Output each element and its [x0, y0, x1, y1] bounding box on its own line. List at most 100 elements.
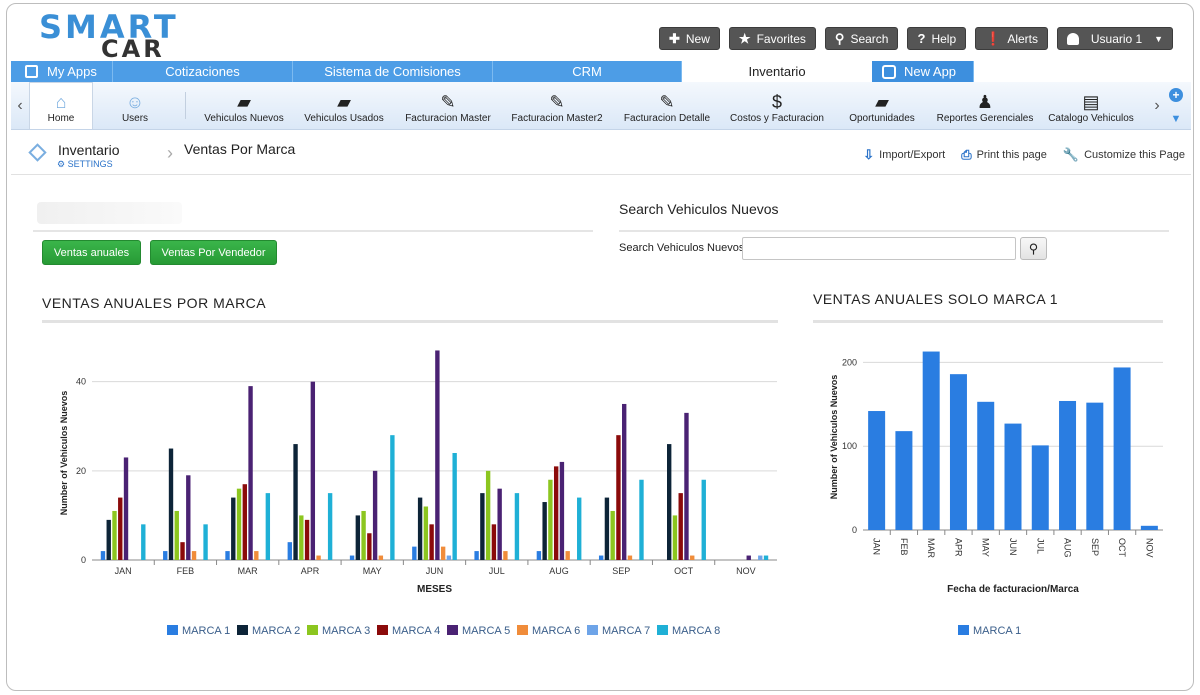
wrench-icon: 🔧 [1062, 147, 1080, 162]
toolbar-facturacion-detalle[interactable]: ✎ Facturacion Detalle [623, 92, 711, 124]
alert-icon: ❗ [985, 30, 1002, 46]
new-button[interactable]: ✚ New [658, 27, 720, 50]
printer-icon: ⎙ [961, 147, 972, 162]
app-tabs: My Apps Cotizaciones Sistema de Comision… [11, 61, 1191, 82]
toolbar-facturacion-master2[interactable]: ✎ Facturacion Master2 [511, 92, 603, 124]
toolbar-users[interactable]: ☺ Users [121, 92, 149, 124]
bar [265, 493, 271, 560]
tab-new-app[interactable]: New App [872, 61, 974, 82]
search-label: Search Vehiculos Nuevos [619, 242, 745, 254]
breadcrumb-chevron-icon: › [167, 143, 173, 163]
smartcar-logo[interactable]: SMART CAR [33, 8, 193, 61]
import-export-link[interactable]: ⇩ Import/Export [863, 147, 946, 162]
tab-comisiones[interactable]: Sistema de Comisiones [293, 61, 493, 82]
y-tick-label: 100 [842, 441, 857, 451]
search-submit-button[interactable]: ⚲ [1020, 237, 1047, 260]
search-button[interactable]: ⚲ Search [824, 27, 899, 50]
toolbar-catalogo[interactable]: ▤ Catalogo Vehiculos [1048, 92, 1134, 124]
legend-swatch [958, 625, 969, 635]
bar [203, 524, 208, 560]
x-tick-label: MAY [363, 566, 382, 576]
toolbar-reportes[interactable]: ♟ Reportes Gerenciales [936, 92, 1034, 124]
bar [678, 493, 683, 560]
y-axis-label: Number of Vehiculos Nuevos [59, 391, 69, 516]
toolbar-facturacion-master[interactable]: ✎ Facturacion Master [405, 92, 491, 124]
y-tick-label: 40 [76, 377, 86, 387]
legend-label: MARCA 2 [252, 625, 300, 637]
user-menu[interactable]: Usuario 1 ▼ [1057, 27, 1173, 50]
bar [922, 351, 940, 530]
legend-swatch [657, 625, 668, 635]
bar [367, 533, 372, 560]
folder-icon: ▰ [875, 92, 889, 112]
x-tick-label: JUL [1035, 538, 1045, 554]
settings-link[interactable]: ⚙ SETTINGS [57, 159, 113, 169]
app-toolbar: ‹ ⌂ Home ☺ Users ▰ Vehiculos Nuevos ▰ Vehicu… [11, 82, 1191, 130]
bar [895, 431, 913, 530]
search-icon: ⚲ [1028, 240, 1039, 256]
plus-icon: ✚ [668, 30, 680, 46]
home-icon: ⌂ [55, 92, 67, 112]
top-actions: ✚ New ★ Favorites ⚲ Search ? Help ❗ Alerts Us… [658, 27, 1173, 50]
bar [106, 519, 111, 560]
bar [299, 515, 304, 560]
x-tick-label: FEB [899, 538, 909, 556]
x-axis-label: Fecha de facturacion/Marca [947, 584, 1079, 595]
y-tick-label: 0 [852, 525, 857, 535]
legend-label: MARCA 8 [672, 625, 720, 637]
import-icon: ⇩ [863, 147, 875, 162]
toolbar-oportunidades[interactable]: ▰ Oportunidades [849, 92, 915, 124]
bar [327, 493, 333, 560]
bar [180, 542, 185, 560]
x-tick-label: OCT [674, 566, 694, 576]
caret-down-icon: ▼ [1154, 33, 1163, 44]
customize-link[interactable]: 🔧 Customize this Page [1062, 147, 1185, 162]
tab-cotizaciones[interactable]: Cotizaciones [113, 61, 293, 82]
legend-label: MARCA 4 [392, 625, 440, 637]
tab-inventario[interactable]: Inventario [682, 61, 872, 82]
favorites-button[interactable]: ★ Favorites [728, 27, 816, 50]
alerts-button[interactable]: ❗ Alerts [975, 27, 1048, 50]
bar [452, 453, 457, 560]
add-app-icon[interactable]: + [1169, 87, 1183, 102]
ventas-por-vendedor-button[interactable]: Ventas Por Vendedor [150, 240, 277, 265]
scroll-left-arrow[interactable]: ‹ [17, 96, 23, 114]
pencil-icon: ✎ [659, 92, 675, 112]
tab-my-apps[interactable]: My Apps [11, 61, 113, 82]
bar [1059, 400, 1077, 530]
bar [1031, 445, 1049, 530]
tab-crm[interactable]: CRM [493, 61, 682, 82]
ventas-anuales-button[interactable]: Ventas anuales [42, 240, 141, 265]
bar [548, 479, 553, 560]
toolbar-vehiculos-usados[interactable]: ▰ Vehiculos Usados [304, 92, 384, 124]
toolbar-dropdown-icon[interactable]: ▼ [1170, 112, 1182, 125]
x-tick-label: AUG [549, 566, 569, 576]
scroll-right-arrow[interactable]: › [1154, 96, 1160, 114]
help-button[interactable]: ? Help [907, 27, 967, 50]
bar [372, 470, 378, 560]
bar [254, 551, 259, 560]
bar [123, 457, 129, 560]
bar [141, 524, 146, 560]
bar [248, 386, 253, 560]
bar [417, 497, 423, 560]
print-link[interactable]: ⎙ Print this page [961, 147, 1047, 162]
bar [559, 461, 565, 560]
bar [390, 435, 395, 560]
bar [310, 381, 316, 560]
toolbar-vehiculos-nuevos[interactable]: ▰ Vehiculos Nuevos [204, 92, 284, 124]
bar [236, 488, 242, 560]
search-input[interactable] [742, 237, 1016, 260]
legend-label: MARCA 5 [462, 625, 510, 637]
logo-line1: SMART [39, 8, 179, 46]
toolbar-costos[interactable]: $ Costos y Facturacion [730, 92, 824, 124]
bar [497, 488, 502, 560]
bar [186, 475, 191, 560]
x-tick-label: SEP [612, 566, 630, 576]
toolbar-home[interactable]: ⌂ Home [29, 82, 93, 129]
legend-label: MARCA 6 [532, 625, 580, 637]
bar [639, 479, 644, 560]
search-icon: ⚲ [834, 30, 845, 46]
legend-swatch [167, 625, 178, 635]
